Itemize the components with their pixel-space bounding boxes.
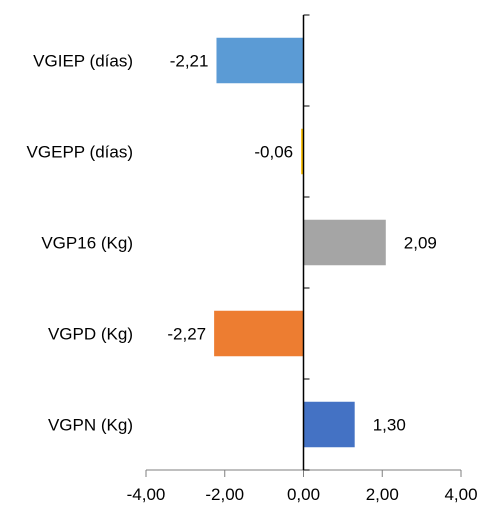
x-tick-label: 0,00 bbox=[287, 485, 320, 504]
x-tick-label: 2,00 bbox=[366, 485, 399, 504]
y-axis bbox=[302, 14, 310, 471]
category-label: VGEPP (días) bbox=[27, 143, 133, 162]
data-label: 1,30 bbox=[373, 416, 406, 435]
category-label: VGPN (Kg) bbox=[48, 416, 133, 435]
data-label: 2,09 bbox=[404, 234, 437, 253]
value-labels: -2,21 -0,06 2,09 -2,27 1,30 bbox=[167, 52, 437, 435]
category-labels: VGIEP (días) VGEPP (días) VGP16 (Kg) VGPD (… bbox=[27, 52, 133, 435]
x-tick-label: -2,00 bbox=[205, 485, 244, 504]
x-axis: -4,00 -2,00 0,00 2,00 4,00 bbox=[127, 469, 478, 504]
bar bbox=[216, 37, 304, 84]
bar bbox=[303, 401, 355, 448]
data-label: -2,27 bbox=[167, 325, 206, 344]
category-label: VGP16 (Kg) bbox=[41, 234, 133, 253]
bar bbox=[303, 219, 386, 266]
bar bbox=[301, 128, 304, 175]
bar bbox=[214, 310, 304, 357]
x-tick-label: 4,00 bbox=[444, 485, 477, 504]
bars bbox=[214, 37, 386, 448]
x-tick-label: -4,00 bbox=[127, 485, 166, 504]
category-label: VGIEP (días) bbox=[33, 52, 133, 71]
data-label: -0,06 bbox=[254, 143, 293, 162]
category-label: VGPD (Kg) bbox=[48, 325, 133, 344]
data-label: -2,21 bbox=[170, 52, 209, 71]
